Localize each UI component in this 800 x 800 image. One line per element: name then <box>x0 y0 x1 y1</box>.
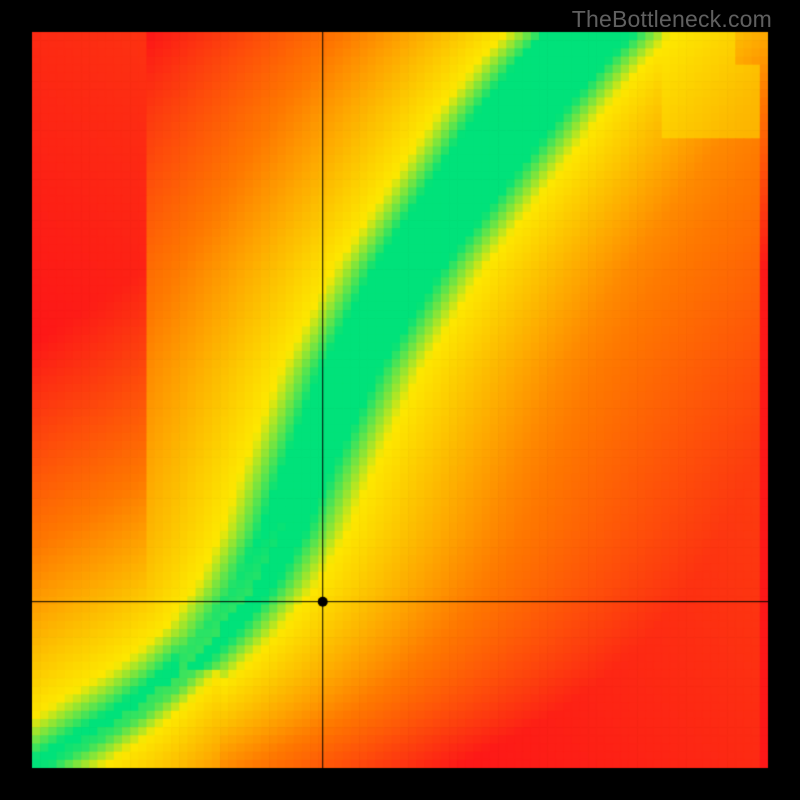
heatmap-canvas <box>0 0 800 800</box>
chart-container: TheBottleneck.com <box>0 0 800 800</box>
watermark-text: TheBottleneck.com <box>572 6 772 33</box>
